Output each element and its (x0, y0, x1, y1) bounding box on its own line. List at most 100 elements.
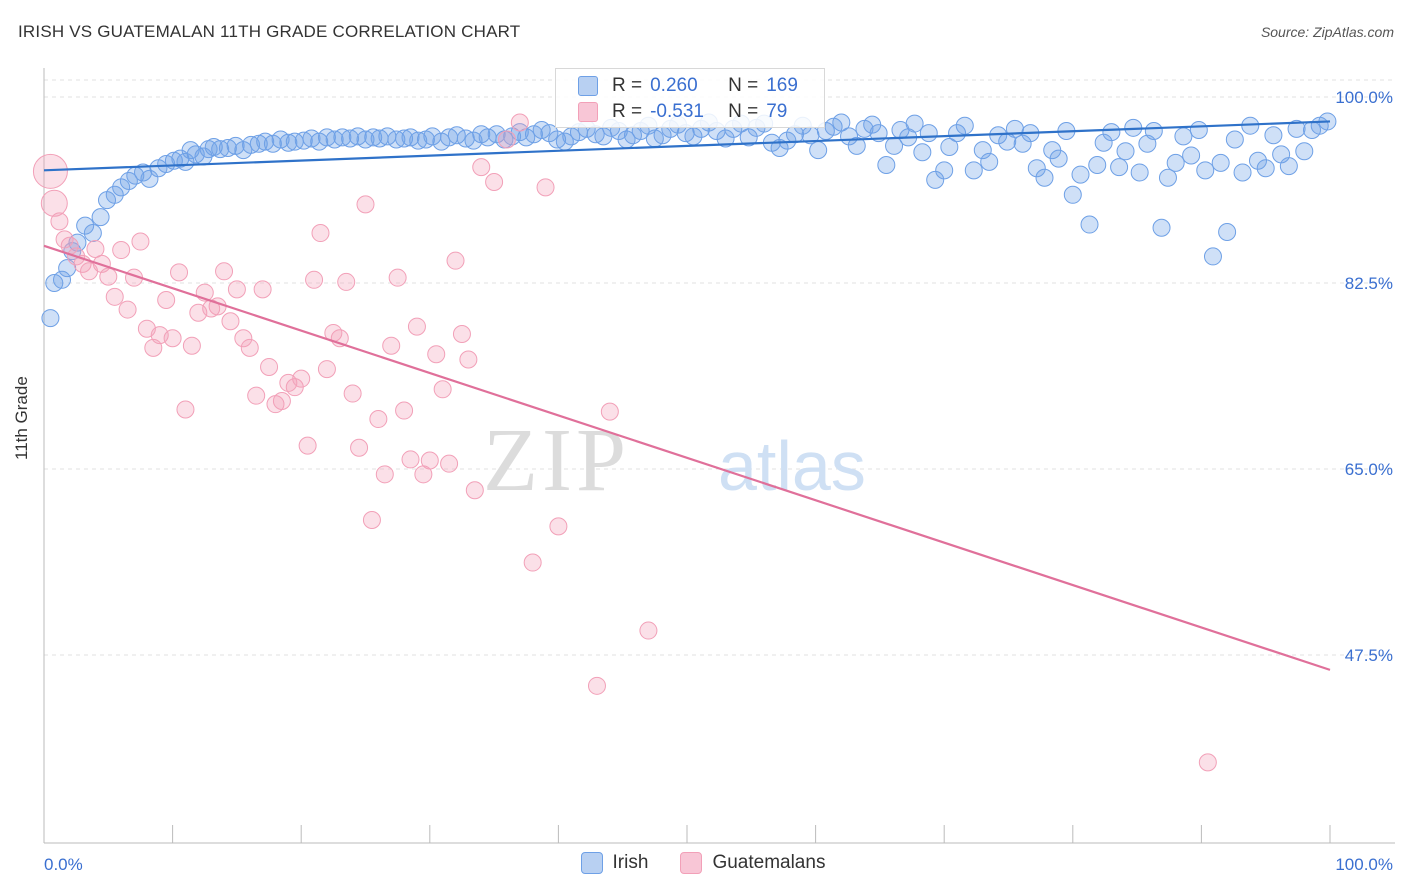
y-tick-label: 100.0% (1335, 88, 1393, 107)
irish-point (1174, 127, 1193, 146)
guatemalan-swatch (578, 102, 598, 122)
guatemalan-point (305, 270, 324, 289)
guatemalan-point (407, 317, 426, 336)
axes (43, 68, 1395, 844)
legend-item-guatemalans[interactable]: Guatemalans (680, 852, 825, 874)
guatemalan-point (221, 312, 240, 331)
guatemalan-point (131, 232, 150, 251)
irish-point (1088, 156, 1107, 175)
irish-point (1035, 168, 1054, 187)
irish-point (1063, 185, 1082, 204)
trend-lines (43, 120, 1331, 671)
irish-point (1094, 133, 1113, 152)
guatemalan-point (362, 511, 381, 530)
irish-point (341, 129, 360, 148)
guatemalan-point (343, 384, 362, 403)
irish-point (809, 141, 828, 160)
guatemalan-point (440, 454, 459, 473)
irish-swatch (578, 76, 598, 96)
irish-point (1080, 215, 1099, 234)
irish-point (294, 131, 313, 150)
guatemalan-point (350, 438, 369, 457)
irish-point (218, 139, 237, 158)
guatemalan-point (459, 350, 478, 369)
guatemalan-point (247, 386, 266, 405)
irish-point (540, 124, 559, 143)
guatemalan-point (395, 401, 414, 420)
irish-point (1203, 247, 1222, 266)
guatemalan-point (272, 391, 291, 410)
guatemalan-point (420, 451, 439, 470)
guatemalan-trend-line (43, 244, 1331, 671)
irish-point (1158, 168, 1177, 187)
x-tick-label: 0.0% (44, 855, 83, 874)
legend-label-irish: Irish (612, 852, 649, 873)
irish-point (83, 224, 102, 243)
guatemalan-point (337, 272, 356, 291)
irish-point (955, 116, 974, 135)
guatemalan-point (118, 300, 137, 319)
irish-point (1211, 153, 1230, 172)
irish-point (395, 129, 414, 148)
irish-point (1110, 158, 1129, 177)
irish-point (1189, 120, 1208, 139)
guatemalan-point (485, 173, 504, 192)
irish-point (140, 169, 159, 188)
guatemalan-point (427, 345, 446, 364)
irish-point (387, 130, 406, 149)
guatemalan-point (99, 267, 118, 286)
irish-point (1049, 149, 1068, 168)
guatemalan-point (215, 262, 234, 281)
irish-point (1218, 222, 1237, 241)
guatemalan-points (32, 113, 1217, 772)
irish-point (919, 124, 938, 143)
guatemalan-point (32, 153, 68, 189)
irish-point (1152, 218, 1171, 237)
guatemalan-point (234, 329, 253, 348)
irish-point (832, 113, 851, 132)
irish-point (778, 131, 797, 150)
irish-point (1233, 163, 1252, 182)
guatemalan-point (452, 325, 471, 344)
irish-point (256, 132, 275, 151)
guatemalan-point (587, 676, 606, 695)
irish-point (53, 270, 72, 289)
irish-point (877, 156, 896, 175)
guatemalan-point (292, 369, 311, 388)
y-axis-label: 11th Grade (12, 376, 31, 460)
source-label: Source: ZipAtlas.com (1260, 24, 1394, 40)
guatemalan-point (240, 338, 259, 357)
irish-point (1225, 130, 1244, 149)
legend-item-irish[interactable]: Irish (580, 852, 649, 874)
irish-point (973, 141, 992, 160)
irish-point (964, 161, 983, 180)
guatemalan-point (112, 241, 131, 260)
irish-point (940, 137, 959, 156)
irish-point (211, 140, 230, 159)
guatemalan-point (105, 287, 124, 306)
irish-point (1256, 159, 1275, 178)
legend-label-guatemalans: Guatemalans (712, 852, 826, 873)
irish-point (770, 139, 789, 158)
irish-point (948, 124, 967, 143)
guatemalan-point (433, 380, 452, 399)
guatemalan-point (311, 224, 330, 243)
guatemalan-point (176, 400, 195, 419)
irish-point (1130, 163, 1149, 182)
guatemalan-point (260, 357, 279, 376)
irish-point (926, 170, 945, 189)
watermark: ZIP atlas (483, 411, 866, 510)
irish-point (935, 161, 954, 180)
irish-point (1248, 151, 1267, 170)
chart-title: IRISH VS GUATEMALAN 11TH GRADE CORRELATI… (18, 22, 521, 41)
irish-point (913, 143, 932, 162)
irish-point (1027, 159, 1046, 178)
irish-point (1295, 142, 1314, 161)
guatemalan-point (298, 436, 317, 455)
irish-point (847, 136, 866, 155)
guatemalan-point (50, 212, 69, 231)
irish-point (356, 130, 375, 149)
guatemalan-point (86, 239, 105, 258)
irish-point (325, 130, 344, 149)
